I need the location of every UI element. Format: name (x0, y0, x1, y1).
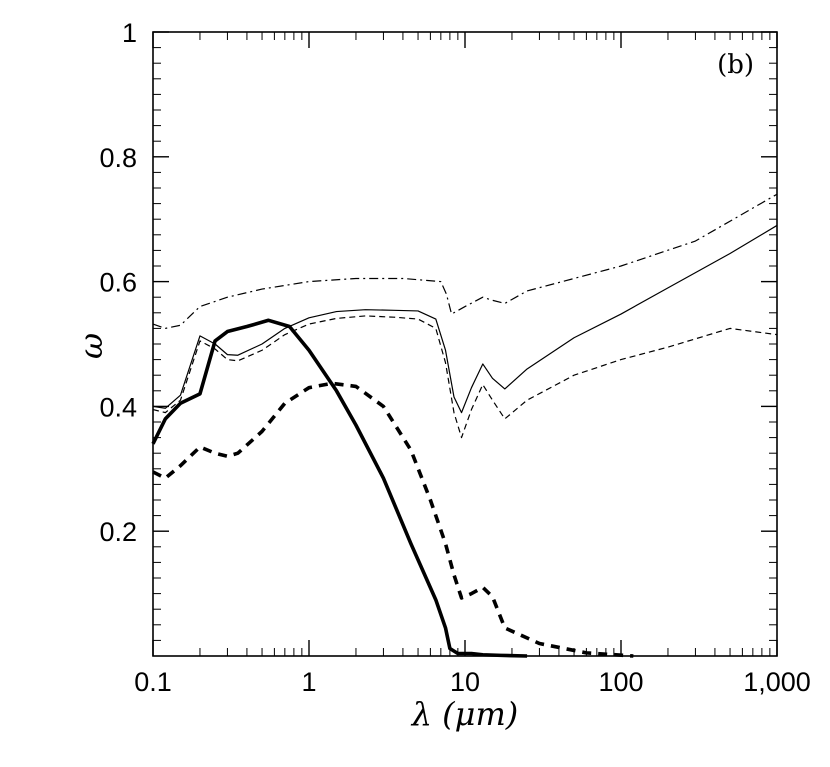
x-tick-label: 100 (598, 667, 643, 697)
plot-area (152, 31, 778, 657)
x-axis-title: λ (μm) (410, 695, 519, 733)
series-layer (151, 193, 778, 658)
series-dash-dot (152, 193, 778, 329)
y-tick-label: 0.8 (99, 143, 137, 173)
series-thick-dashed (152, 381, 634, 658)
y-tick-label: 0.4 (99, 392, 137, 422)
series-thick-solid (151, 318, 528, 658)
y-axis-title: ω (72, 333, 110, 359)
series-thin-solid (152, 224, 778, 414)
x-tick-label: 1 (301, 667, 316, 697)
panel-label: (b) (717, 50, 754, 80)
y-tick-label: 0.6 (99, 268, 137, 298)
x-tick-label: 1,000 (743, 667, 811, 697)
y-tick-labels: 0.2 0.4 0.6 0.8 1 (99, 18, 137, 547)
major-ticks (152, 31, 778, 656)
x-tick-label: 10 (450, 667, 480, 697)
x-tick-label: 0.1 (134, 667, 172, 697)
series-thin-dashed (152, 315, 778, 439)
x-tick-labels: 0.1 1 10 100 1,000 (134, 667, 811, 697)
y-tick-label: 1 (122, 18, 137, 48)
y-tick-label: 0.2 (99, 517, 137, 547)
